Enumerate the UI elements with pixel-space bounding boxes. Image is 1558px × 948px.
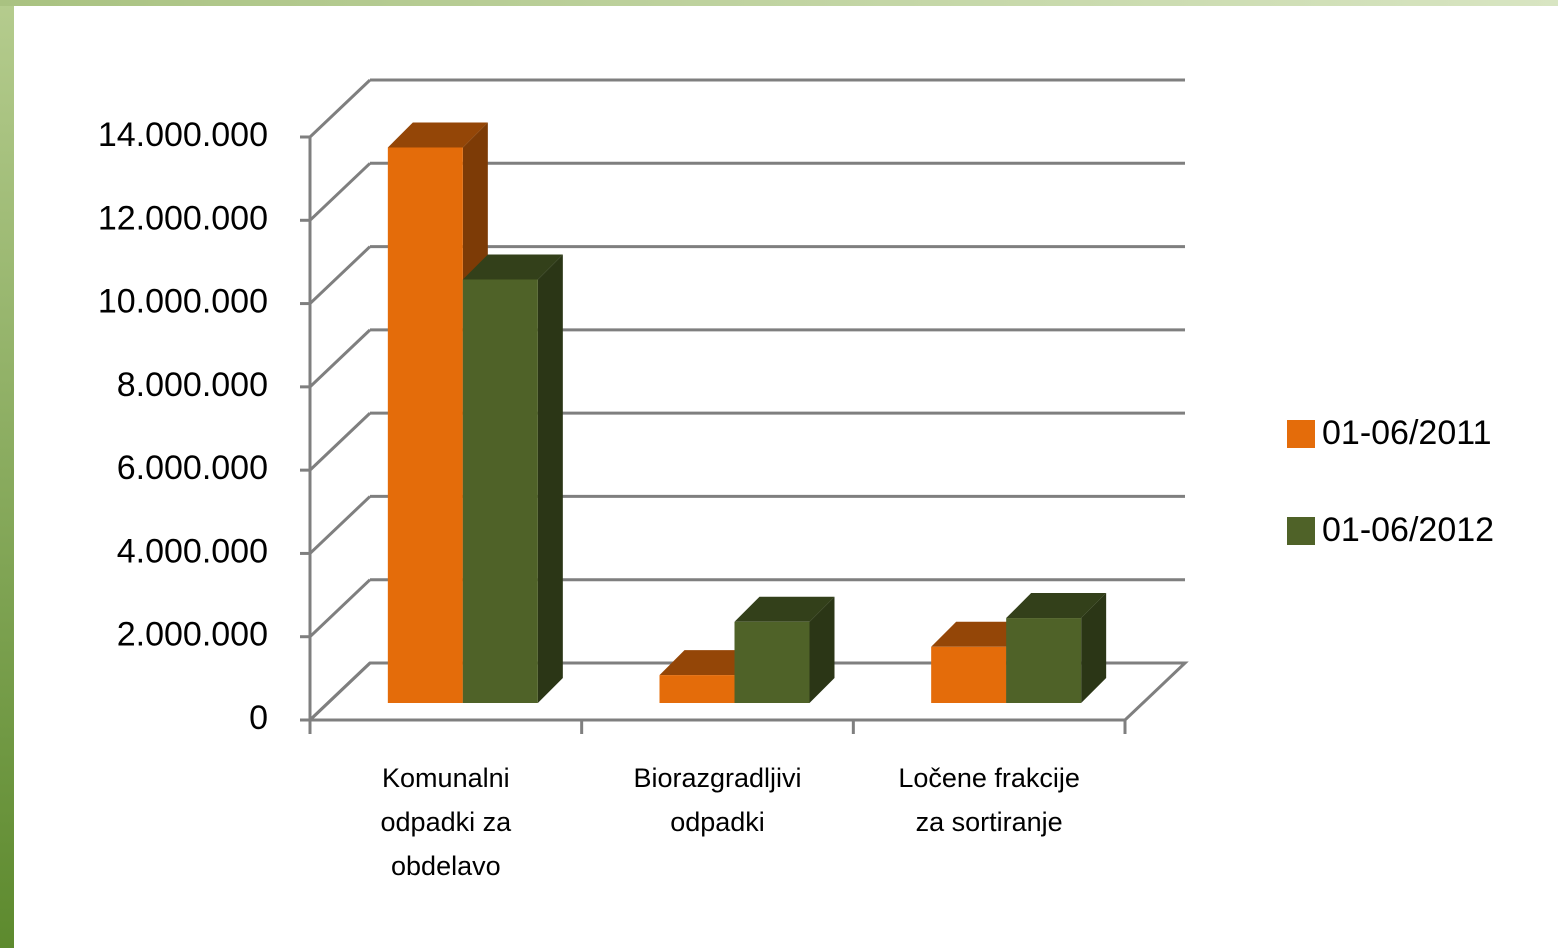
bar-side xyxy=(809,596,835,703)
legend-label: 01-06/2011 xyxy=(1322,414,1492,452)
bar-front xyxy=(387,147,463,704)
bar-front xyxy=(1006,618,1082,703)
y-tick-label: 14.000.000 xyxy=(98,116,268,154)
bar-top xyxy=(734,596,835,622)
bar-front xyxy=(659,675,735,703)
left-border xyxy=(0,0,14,948)
y-tick-label: 4.000.000 xyxy=(117,532,268,570)
bar-front xyxy=(931,646,1007,703)
bar-front xyxy=(462,279,538,703)
y-tick-label: 6.000.000 xyxy=(117,449,268,487)
bar-top xyxy=(462,254,563,280)
grid-line-side xyxy=(308,162,372,222)
top-border xyxy=(0,0,1558,6)
grid-line-side xyxy=(308,328,372,388)
grid-line-side xyxy=(308,78,372,139)
grid-line-side xyxy=(308,578,372,638)
bar xyxy=(462,254,563,704)
bar-top xyxy=(387,122,488,148)
bar-side xyxy=(1081,593,1107,703)
y-tick-label: 8.000.000 xyxy=(117,366,268,404)
grid-line-side xyxy=(308,412,372,472)
bar-top xyxy=(931,621,1032,647)
y-tick-label: 0 xyxy=(249,699,268,737)
grid-line-side xyxy=(308,661,372,722)
bar xyxy=(1006,593,1107,703)
x-tick-label: Komunalni odpadki za obdelavo xyxy=(380,763,512,881)
bar xyxy=(734,596,835,703)
bar-front xyxy=(734,621,810,703)
y-tick-label: 12.000.000 xyxy=(98,199,268,237)
legend-label: 01-06/2012 xyxy=(1322,511,1494,549)
bar-top xyxy=(1006,593,1107,619)
legend-swatch xyxy=(1287,517,1315,545)
x-tick-label: Ločene frakcije za sortiranje xyxy=(898,763,1080,837)
grid-line-side xyxy=(308,495,372,555)
x-tick-label: Biorazgradljivi odpadki xyxy=(633,763,802,837)
y-tick-label: 10.000.000 xyxy=(98,283,268,321)
grid-line-side xyxy=(308,245,372,305)
y-tick-label: 2.000.000 xyxy=(117,616,268,654)
legend-swatch xyxy=(1287,420,1315,448)
bar-side xyxy=(537,254,563,704)
